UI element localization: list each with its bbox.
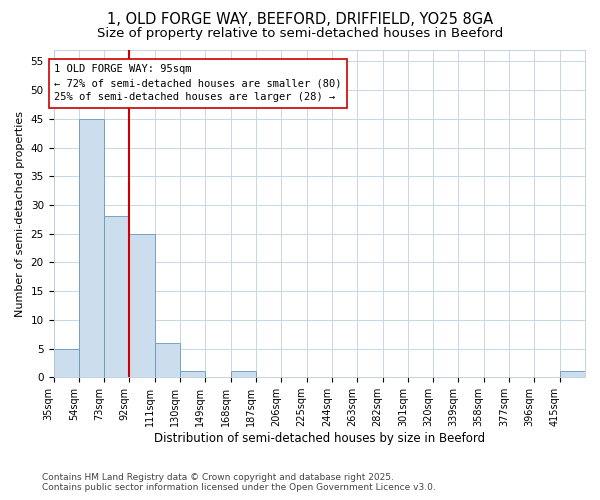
X-axis label: Distribution of semi-detached houses by size in Beeford: Distribution of semi-detached houses by …	[154, 432, 485, 445]
Bar	[104, 216, 130, 377]
Bar	[180, 372, 205, 377]
Bar	[560, 372, 585, 377]
Bar	[53, 348, 79, 377]
Bar	[155, 343, 180, 377]
Text: Size of property relative to semi-detached houses in Beeford: Size of property relative to semi-detach…	[97, 28, 503, 40]
Y-axis label: Number of semi-detached properties: Number of semi-detached properties	[15, 110, 25, 316]
Text: 1, OLD FORGE WAY, BEEFORD, DRIFFIELD, YO25 8GA: 1, OLD FORGE WAY, BEEFORD, DRIFFIELD, YO…	[107, 12, 493, 28]
Bar	[79, 119, 104, 377]
Text: Contains HM Land Registry data © Crown copyright and database right 2025.
Contai: Contains HM Land Registry data © Crown c…	[42, 473, 436, 492]
Bar	[230, 372, 256, 377]
Text: 1 OLD FORGE WAY: 95sqm
← 72% of semi-detached houses are smaller (80)
25% of sem: 1 OLD FORGE WAY: 95sqm ← 72% of semi-det…	[54, 64, 341, 102]
Bar	[130, 234, 155, 377]
